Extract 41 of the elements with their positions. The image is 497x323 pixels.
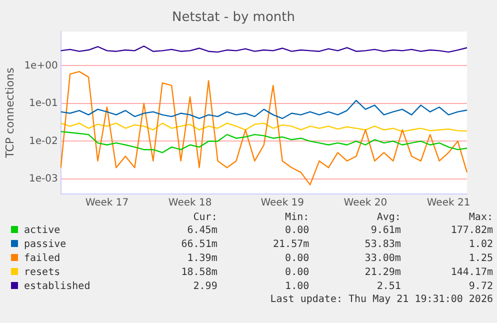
text: 0.00 <box>284 224 310 238</box>
text: 144.17m <box>450 266 494 280</box>
x-tick-label: Week 21 <box>426 198 470 209</box>
text: Avg: <box>376 212 402 224</box>
text: 0.00 <box>284 252 310 266</box>
text: Last update: Thu May 21 19:31:00 2026 <box>269 294 494 306</box>
y-tick-label: 1e+00 <box>24 60 58 72</box>
legend-label: established <box>24 281 90 292</box>
text: 0.00 <box>284 266 310 280</box>
x-tick-label: Week 19 <box>260 198 304 209</box>
text: 1.02 <box>468 238 494 252</box>
text: 2.99 <box>192 280 218 294</box>
text: 6.45m <box>186 224 218 238</box>
text: 1.00 <box>284 280 310 294</box>
text: 18.58m <box>180 266 218 280</box>
text: 53.83m <box>364 238 402 252</box>
text: Cur: <box>192 212 218 224</box>
text: 177.82m <box>450 224 494 238</box>
text: 9.61m <box>370 224 402 238</box>
x-tick-label: Week 20 <box>344 198 388 209</box>
y-axis-title: TCP connections <box>3 67 16 159</box>
x-tick-label: Week 18 <box>168 198 212 209</box>
legend-label: resets <box>24 267 60 278</box>
text: 33.00m <box>364 252 402 266</box>
text: 1.25 <box>468 252 494 266</box>
text: 21.57m <box>272 238 310 252</box>
text: Max: <box>468 212 494 224</box>
text: 1.39m <box>186 252 218 266</box>
legend-label: passive <box>24 239 66 250</box>
text: Min: <box>284 212 310 224</box>
chart-title: Netstat - by month <box>172 10 295 26</box>
y-tick-label: 1e-02 <box>28 136 58 147</box>
legend-label: failed <box>24 253 60 264</box>
text: 21.29m <box>364 266 402 280</box>
legend-label: active <box>24 225 60 236</box>
text: 9.72 <box>468 280 494 294</box>
y-tick-label: 1e-01 <box>28 98 58 110</box>
y-tick-label: 1e-03 <box>28 174 58 185</box>
text: 66.51m <box>180 238 218 252</box>
x-tick-label: Week 17 <box>85 198 129 209</box>
text: 2.51 <box>376 280 402 294</box>
